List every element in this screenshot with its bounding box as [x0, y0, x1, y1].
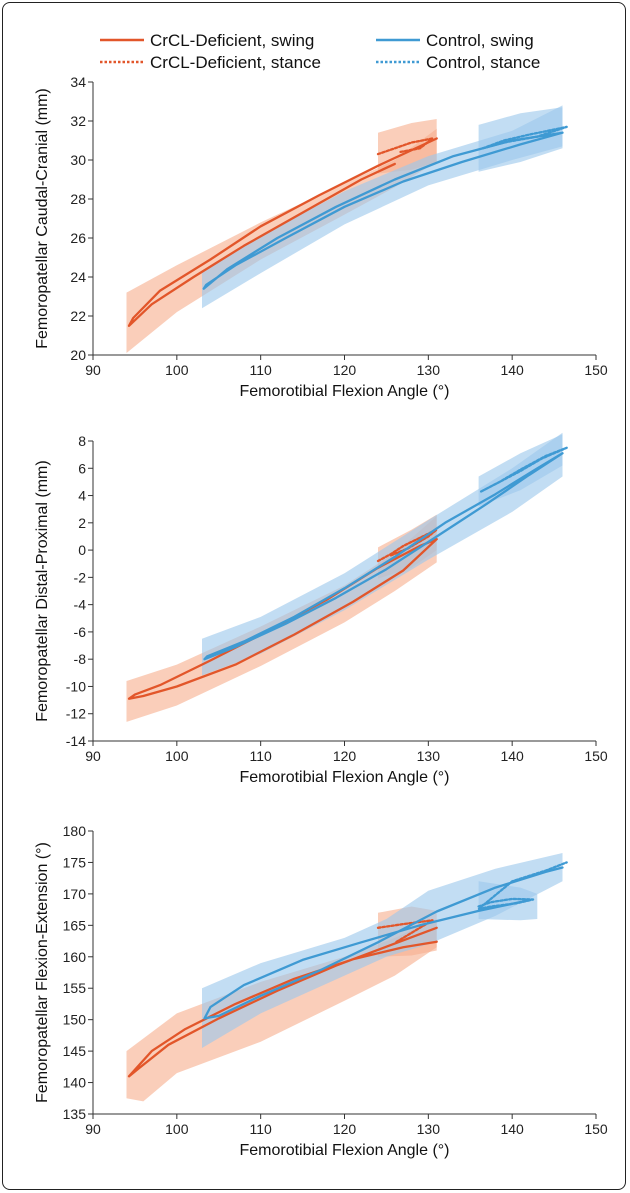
panel-1-x-tick-label: 90: [85, 362, 101, 378]
panel-3-x-tick-label: 150: [584, 1121, 608, 1137]
panel-1-x-tick-label: 140: [500, 362, 524, 378]
panel-2-y-tick-label: 0: [78, 542, 86, 558]
panel-2-x-tick-label: 130: [417, 748, 441, 764]
panel-1-y-tick-label: 24: [70, 269, 86, 285]
panel-3-x-tick-label: 120: [333, 1121, 357, 1137]
panel-1-series-4-line: [481, 125, 568, 150]
panel-3-y-tick-label: 155: [63, 980, 87, 996]
panel-3-y-tick-label: 170: [63, 886, 87, 902]
panel-1-series-2-line: [376, 137, 434, 156]
panel-2-y-tick-label: 2: [78, 515, 86, 531]
panel-2-y-tick-label: 8: [78, 433, 86, 449]
panel-2-y-tick-label: -6: [74, 624, 87, 640]
panel-1-x-tick-label: 110: [250, 362, 273, 378]
panel-2-series-3-line: [203, 452, 564, 661]
panel-1-series-1-line: [127, 137, 438, 327]
panel-3-band-3: [202, 853, 563, 1048]
legend-label-2: CrCL-Deficient, stance: [150, 53, 321, 72]
panel-3-y-tick-label: 140: [63, 1075, 87, 1091]
panel-1-y-tick-label: 28: [70, 191, 86, 207]
panel-2-x-tick-label: 90: [85, 748, 101, 764]
panel-3-y-tick-label: 145: [63, 1043, 87, 1059]
panel-2-y-tick-label: 4: [78, 488, 86, 504]
panel-2-x-tick-label: 120: [333, 748, 357, 764]
panel-3-x-tick-label: 100: [165, 1121, 189, 1137]
legend-label-1: CrCL-Deficient, swing: [150, 31, 314, 50]
panel-1-y-tick-label: 34: [70, 74, 86, 90]
panel-1-y-axis-title: Femoropatellar Caudal-Cranial (mm): [34, 88, 51, 349]
panel-1-x-tick-label: 130: [417, 362, 441, 378]
panel-2-y-tick-label: 6: [78, 460, 86, 476]
panel-2-x-tick-label: 140: [500, 748, 524, 764]
panel-2-y-tick-label: -14: [66, 733, 86, 749]
panel-1-series-3-line: [202, 131, 564, 290]
panel-3-x-tick-label: 110: [250, 1121, 273, 1137]
panel-3-y-tick-label: 160: [63, 949, 87, 965]
panel-2-x-tick-label: 110: [250, 748, 273, 764]
panel-1-x-tick-label: 100: [165, 362, 189, 378]
legend-label-4: Control, stance: [426, 53, 540, 72]
panel-2-band-3: [202, 432, 563, 676]
legend-label-3: Control, swing: [426, 31, 534, 50]
panel-3-y-tick-label: 135: [63, 1106, 87, 1122]
panel-3-y-tick-label: 150: [63, 1012, 87, 1028]
panel-1-y-tick-label: 26: [70, 230, 86, 246]
panel-3-y-axis-title: Femoropatellar Flexion-Extension (°): [34, 842, 51, 1103]
panel-3-x-tick-label: 130: [417, 1121, 441, 1137]
panel-1-x-tick-label: 150: [584, 362, 608, 378]
panel-1-y-tick-label: 30: [70, 152, 86, 168]
panel-2-x-axis-title: Femorotibial Flexion Angle (°): [239, 769, 449, 786]
panel-2-y-tick-label: -10: [66, 678, 86, 694]
panel-3-series-2-line: [376, 919, 434, 945]
panel-2-series-4-line: [479, 446, 568, 493]
panel-2-x-tick-label: 100: [165, 748, 189, 764]
panel-3-series-3-line: [203, 866, 564, 1020]
panel-1-y-tick-label: 20: [70, 347, 86, 363]
panel-3-x-axis-title: Femorotibial Flexion Angle (°): [239, 1142, 449, 1159]
panel-1-y-tick-label: 32: [70, 113, 86, 129]
panel-3-x-tick-label: 140: [500, 1121, 524, 1137]
panel-1-y-tick-label: 22: [70, 308, 86, 324]
panel-1-x-axis-title: Femorotibial Flexion Angle (°): [239, 383, 449, 400]
panel-2-y-tick-label: -2: [74, 569, 87, 585]
panel-1-band-3: [202, 105, 563, 309]
panel-2-y-tick-label: -8: [74, 651, 87, 667]
panel-2-y-tick-label: -4: [74, 597, 87, 613]
panel-2-y-axis-title: Femoropatellar Distal-Proximal (mm): [34, 460, 51, 721]
panel-2-y-tick-label: -12: [66, 706, 86, 722]
panel-3-x-tick-label: 90: [85, 1121, 101, 1137]
panel-3-band-4: [478, 881, 538, 921]
panel-2-x-tick-label: 150: [584, 748, 608, 764]
panel-3-series-1-line: [127, 926, 438, 1078]
panel-3-y-tick-label: 175: [63, 854, 87, 870]
panel-3-y-tick-label: 165: [63, 917, 87, 933]
panel-3-y-tick-label: 180: [63, 823, 87, 839]
panel-1-x-tick-label: 120: [333, 362, 357, 378]
panel-3-series-4-line: [477, 861, 568, 911]
